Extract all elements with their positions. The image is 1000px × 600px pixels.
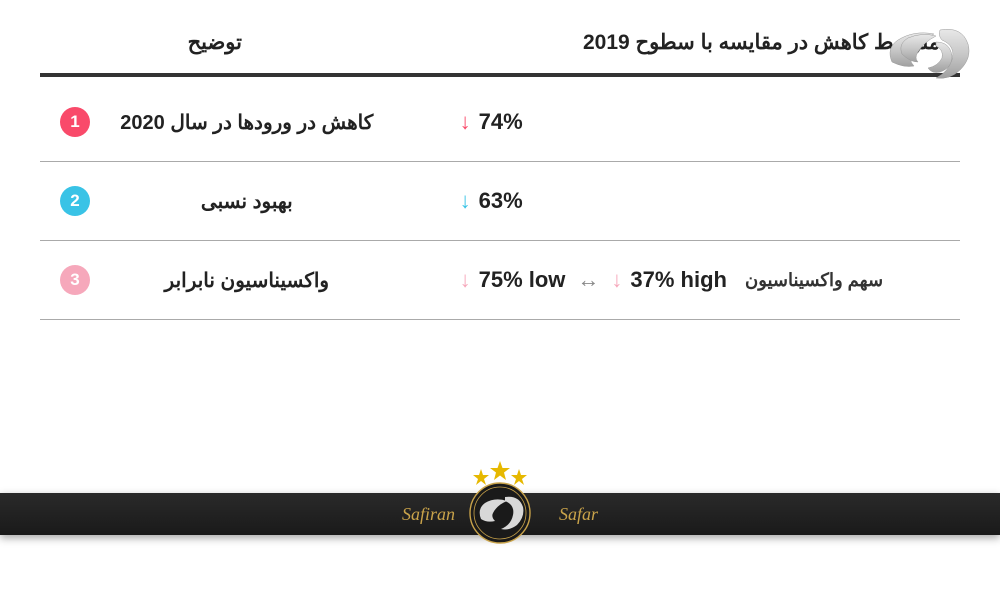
row-description-cell: 2 بهبود نسبی — [40, 186, 390, 216]
table-header-row: توضیح متوسط کاهش در مقایسه با سطوح 2019 — [40, 30, 960, 77]
rank-badge: 3 — [60, 265, 90, 295]
row-description-cell: 3 واکسیناسیون نابرابر — [40, 265, 390, 295]
row-description-cell: 1 کاهش در ورودها در سال 2020 — [40, 107, 390, 137]
row-value-cell: ↓ 63% — [390, 188, 960, 214]
percent-low: 75% low — [479, 267, 566, 293]
down-arrow-icon: ↓ — [460, 109, 471, 135]
rank-badge: 1 — [60, 107, 90, 137]
down-arrow-icon: ↓ — [611, 267, 622, 293]
percent-value: 63% — [479, 188, 523, 214]
description-text: بهبود نسبی — [104, 189, 390, 214]
table-row: 2 بهبود نسبی ↓ 63% — [40, 162, 960, 241]
header-avg-decline: متوسط کاهش در مقایسه با سطوح 2019 — [390, 30, 960, 55]
comparison-table: توضیح متوسط کاهش در مقایسه با سطوح 2019 … — [0, 0, 1000, 320]
footer-brand-right: Safar — [559, 504, 598, 525]
brand-logo-top — [884, 12, 980, 99]
footer-brand-left: Safiran — [402, 504, 455, 525]
extra-label: سهم واکسیناسیون — [745, 270, 883, 291]
down-arrow-icon: ↓ — [460, 188, 471, 214]
percent-high: 37% high — [630, 267, 727, 293]
percent-value: 74% — [479, 109, 523, 135]
row-value-cell: ↓ 75% low ↔ ↓ 37% high سهم واکسیناسیون — [390, 267, 960, 293]
description-text: کاهش در ورودها در سال 2020 — [104, 110, 390, 135]
table-row: 1 کاهش در ورودها در سال 2020 ↓ 74% — [40, 83, 960, 162]
header-description: توضیح — [40, 30, 390, 55]
description-text: واکسیناسیون نابرابر — [104, 268, 390, 293]
range-arrow-icon: ↔ — [577, 267, 599, 293]
down-arrow-icon: ↓ — [460, 267, 471, 293]
row-value-cell: ↓ 74% — [390, 109, 960, 135]
rank-badge: 2 — [60, 186, 90, 216]
table-row: 3 واکسیناسیون نابرابر ↓ 75% low ↔ ↓ 37% … — [40, 241, 960, 320]
footer-emblem-icon — [455, 459, 545, 552]
